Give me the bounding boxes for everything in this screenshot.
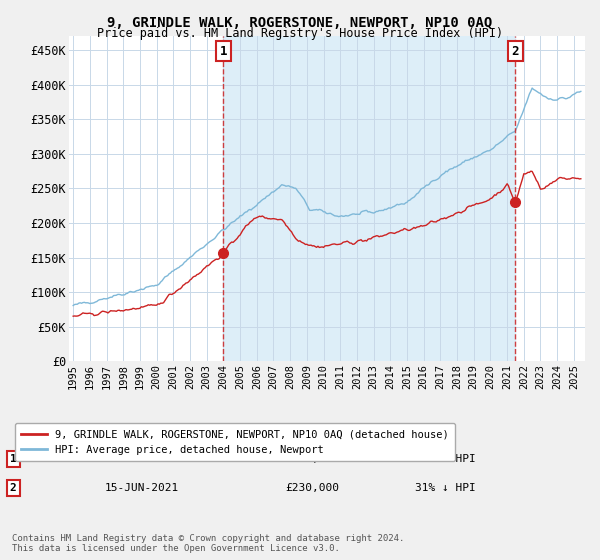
Text: 9, GRINDLE WALK, ROGERSTONE, NEWPORT, NP10 0AQ: 9, GRINDLE WALK, ROGERSTONE, NEWPORT, NP… <box>107 16 493 30</box>
Text: Contains HM Land Registry data © Crown copyright and database right 2024.
This d: Contains HM Land Registry data © Crown c… <box>12 534 404 553</box>
Text: £230,000: £230,000 <box>286 483 340 493</box>
Text: 18% ↓ HPI: 18% ↓ HPI <box>415 454 475 464</box>
Text: 2: 2 <box>512 44 519 58</box>
Text: 31% ↓ HPI: 31% ↓ HPI <box>415 483 475 493</box>
Text: 02-DEC-2003: 02-DEC-2003 <box>105 454 179 464</box>
Text: 15-JUN-2021: 15-JUN-2021 <box>105 483 179 493</box>
Text: 1: 1 <box>220 44 227 58</box>
Text: 2: 2 <box>10 483 16 493</box>
Text: Price paid vs. HM Land Registry's House Price Index (HPI): Price paid vs. HM Land Registry's House … <box>97 27 503 40</box>
Legend: 9, GRINDLE WALK, ROGERSTONE, NEWPORT, NP10 0AQ (detached house), HPI: Average pr: 9, GRINDLE WALK, ROGERSTONE, NEWPORT, NP… <box>15 423 455 461</box>
Text: £156,000: £156,000 <box>286 454 340 464</box>
Text: 1: 1 <box>10 454 16 464</box>
Bar <box>223 36 515 361</box>
